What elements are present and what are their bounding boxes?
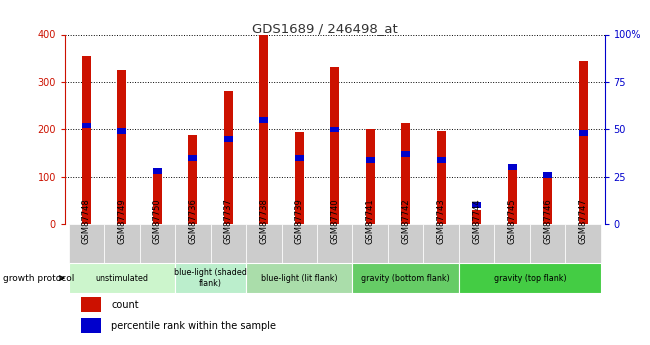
Bar bbox=[153, 168, 162, 174]
Bar bbox=[330, 127, 339, 132]
FancyBboxPatch shape bbox=[68, 263, 175, 293]
Bar bbox=[81, 297, 101, 312]
FancyBboxPatch shape bbox=[495, 224, 530, 263]
Text: GSM87749: GSM87749 bbox=[117, 198, 126, 244]
Text: GSM87744: GSM87744 bbox=[472, 198, 481, 244]
FancyBboxPatch shape bbox=[388, 224, 424, 263]
Text: GSM87740: GSM87740 bbox=[330, 198, 339, 244]
Text: GSM87741: GSM87741 bbox=[366, 198, 375, 244]
Bar bbox=[294, 155, 304, 161]
FancyBboxPatch shape bbox=[352, 263, 459, 293]
Bar bbox=[366, 129, 374, 224]
Bar bbox=[259, 117, 268, 123]
Bar bbox=[437, 157, 446, 162]
Bar bbox=[153, 170, 162, 224]
Bar bbox=[188, 135, 197, 224]
Text: GSM87748: GSM87748 bbox=[82, 198, 91, 244]
FancyBboxPatch shape bbox=[459, 224, 495, 263]
Bar bbox=[81, 318, 101, 333]
Text: GSM87745: GSM87745 bbox=[508, 198, 517, 244]
Bar bbox=[224, 91, 233, 224]
FancyBboxPatch shape bbox=[317, 224, 352, 263]
FancyBboxPatch shape bbox=[459, 263, 601, 293]
Text: GSM87746: GSM87746 bbox=[543, 198, 552, 244]
FancyBboxPatch shape bbox=[281, 224, 317, 263]
Text: GSM87738: GSM87738 bbox=[259, 198, 268, 244]
FancyBboxPatch shape bbox=[352, 224, 388, 263]
Bar bbox=[82, 56, 91, 224]
Bar bbox=[578, 130, 588, 136]
Text: GSM87750: GSM87750 bbox=[153, 198, 162, 244]
FancyBboxPatch shape bbox=[175, 263, 246, 293]
Bar bbox=[188, 155, 198, 161]
Bar bbox=[543, 177, 552, 224]
FancyBboxPatch shape bbox=[68, 224, 104, 263]
Bar bbox=[473, 210, 481, 224]
Text: GDS1689 / 246498_at: GDS1689 / 246498_at bbox=[252, 22, 398, 36]
Bar bbox=[295, 132, 304, 224]
FancyBboxPatch shape bbox=[140, 224, 175, 263]
Bar bbox=[365, 157, 375, 162]
Bar bbox=[259, 34, 268, 224]
Bar bbox=[118, 70, 126, 224]
Text: count: count bbox=[111, 300, 139, 310]
FancyBboxPatch shape bbox=[424, 224, 459, 263]
Bar bbox=[401, 151, 410, 157]
Text: GSM87743: GSM87743 bbox=[437, 198, 446, 244]
FancyBboxPatch shape bbox=[175, 224, 211, 263]
Bar bbox=[117, 128, 127, 134]
Bar bbox=[224, 136, 233, 142]
Text: growth protocol: growth protocol bbox=[3, 274, 75, 283]
Text: blue-light (shaded
flank): blue-light (shaded flank) bbox=[174, 268, 247, 288]
Text: gravity (bottom flank): gravity (bottom flank) bbox=[361, 274, 450, 283]
Text: blue-light (lit flank): blue-light (lit flank) bbox=[261, 274, 337, 283]
FancyBboxPatch shape bbox=[566, 224, 601, 263]
Bar bbox=[82, 123, 91, 128]
Bar bbox=[437, 131, 446, 224]
Text: GSM87737: GSM87737 bbox=[224, 198, 233, 244]
FancyBboxPatch shape bbox=[246, 224, 281, 263]
FancyBboxPatch shape bbox=[246, 263, 352, 293]
Text: GSM87742: GSM87742 bbox=[401, 198, 410, 244]
Bar bbox=[508, 166, 517, 224]
Text: GSM87736: GSM87736 bbox=[188, 198, 198, 244]
Text: GSM87739: GSM87739 bbox=[294, 198, 304, 244]
Text: gravity (top flank): gravity (top flank) bbox=[493, 274, 566, 283]
Bar bbox=[330, 67, 339, 224]
FancyBboxPatch shape bbox=[530, 224, 566, 263]
Bar bbox=[401, 123, 410, 224]
Text: percentile rank within the sample: percentile rank within the sample bbox=[111, 321, 276, 331]
Bar bbox=[543, 172, 552, 178]
FancyBboxPatch shape bbox=[104, 224, 140, 263]
Bar bbox=[508, 165, 517, 170]
Bar bbox=[472, 203, 482, 208]
FancyBboxPatch shape bbox=[211, 224, 246, 263]
Bar bbox=[578, 61, 588, 224]
Text: GSM87747: GSM87747 bbox=[578, 198, 588, 244]
Text: unstimulated: unstimulated bbox=[96, 274, 148, 283]
